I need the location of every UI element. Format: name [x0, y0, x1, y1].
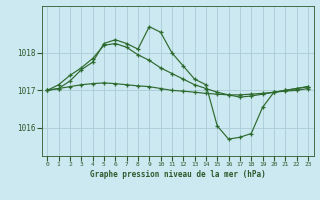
X-axis label: Graphe pression niveau de la mer (hPa): Graphe pression niveau de la mer (hPa)	[90, 170, 266, 179]
